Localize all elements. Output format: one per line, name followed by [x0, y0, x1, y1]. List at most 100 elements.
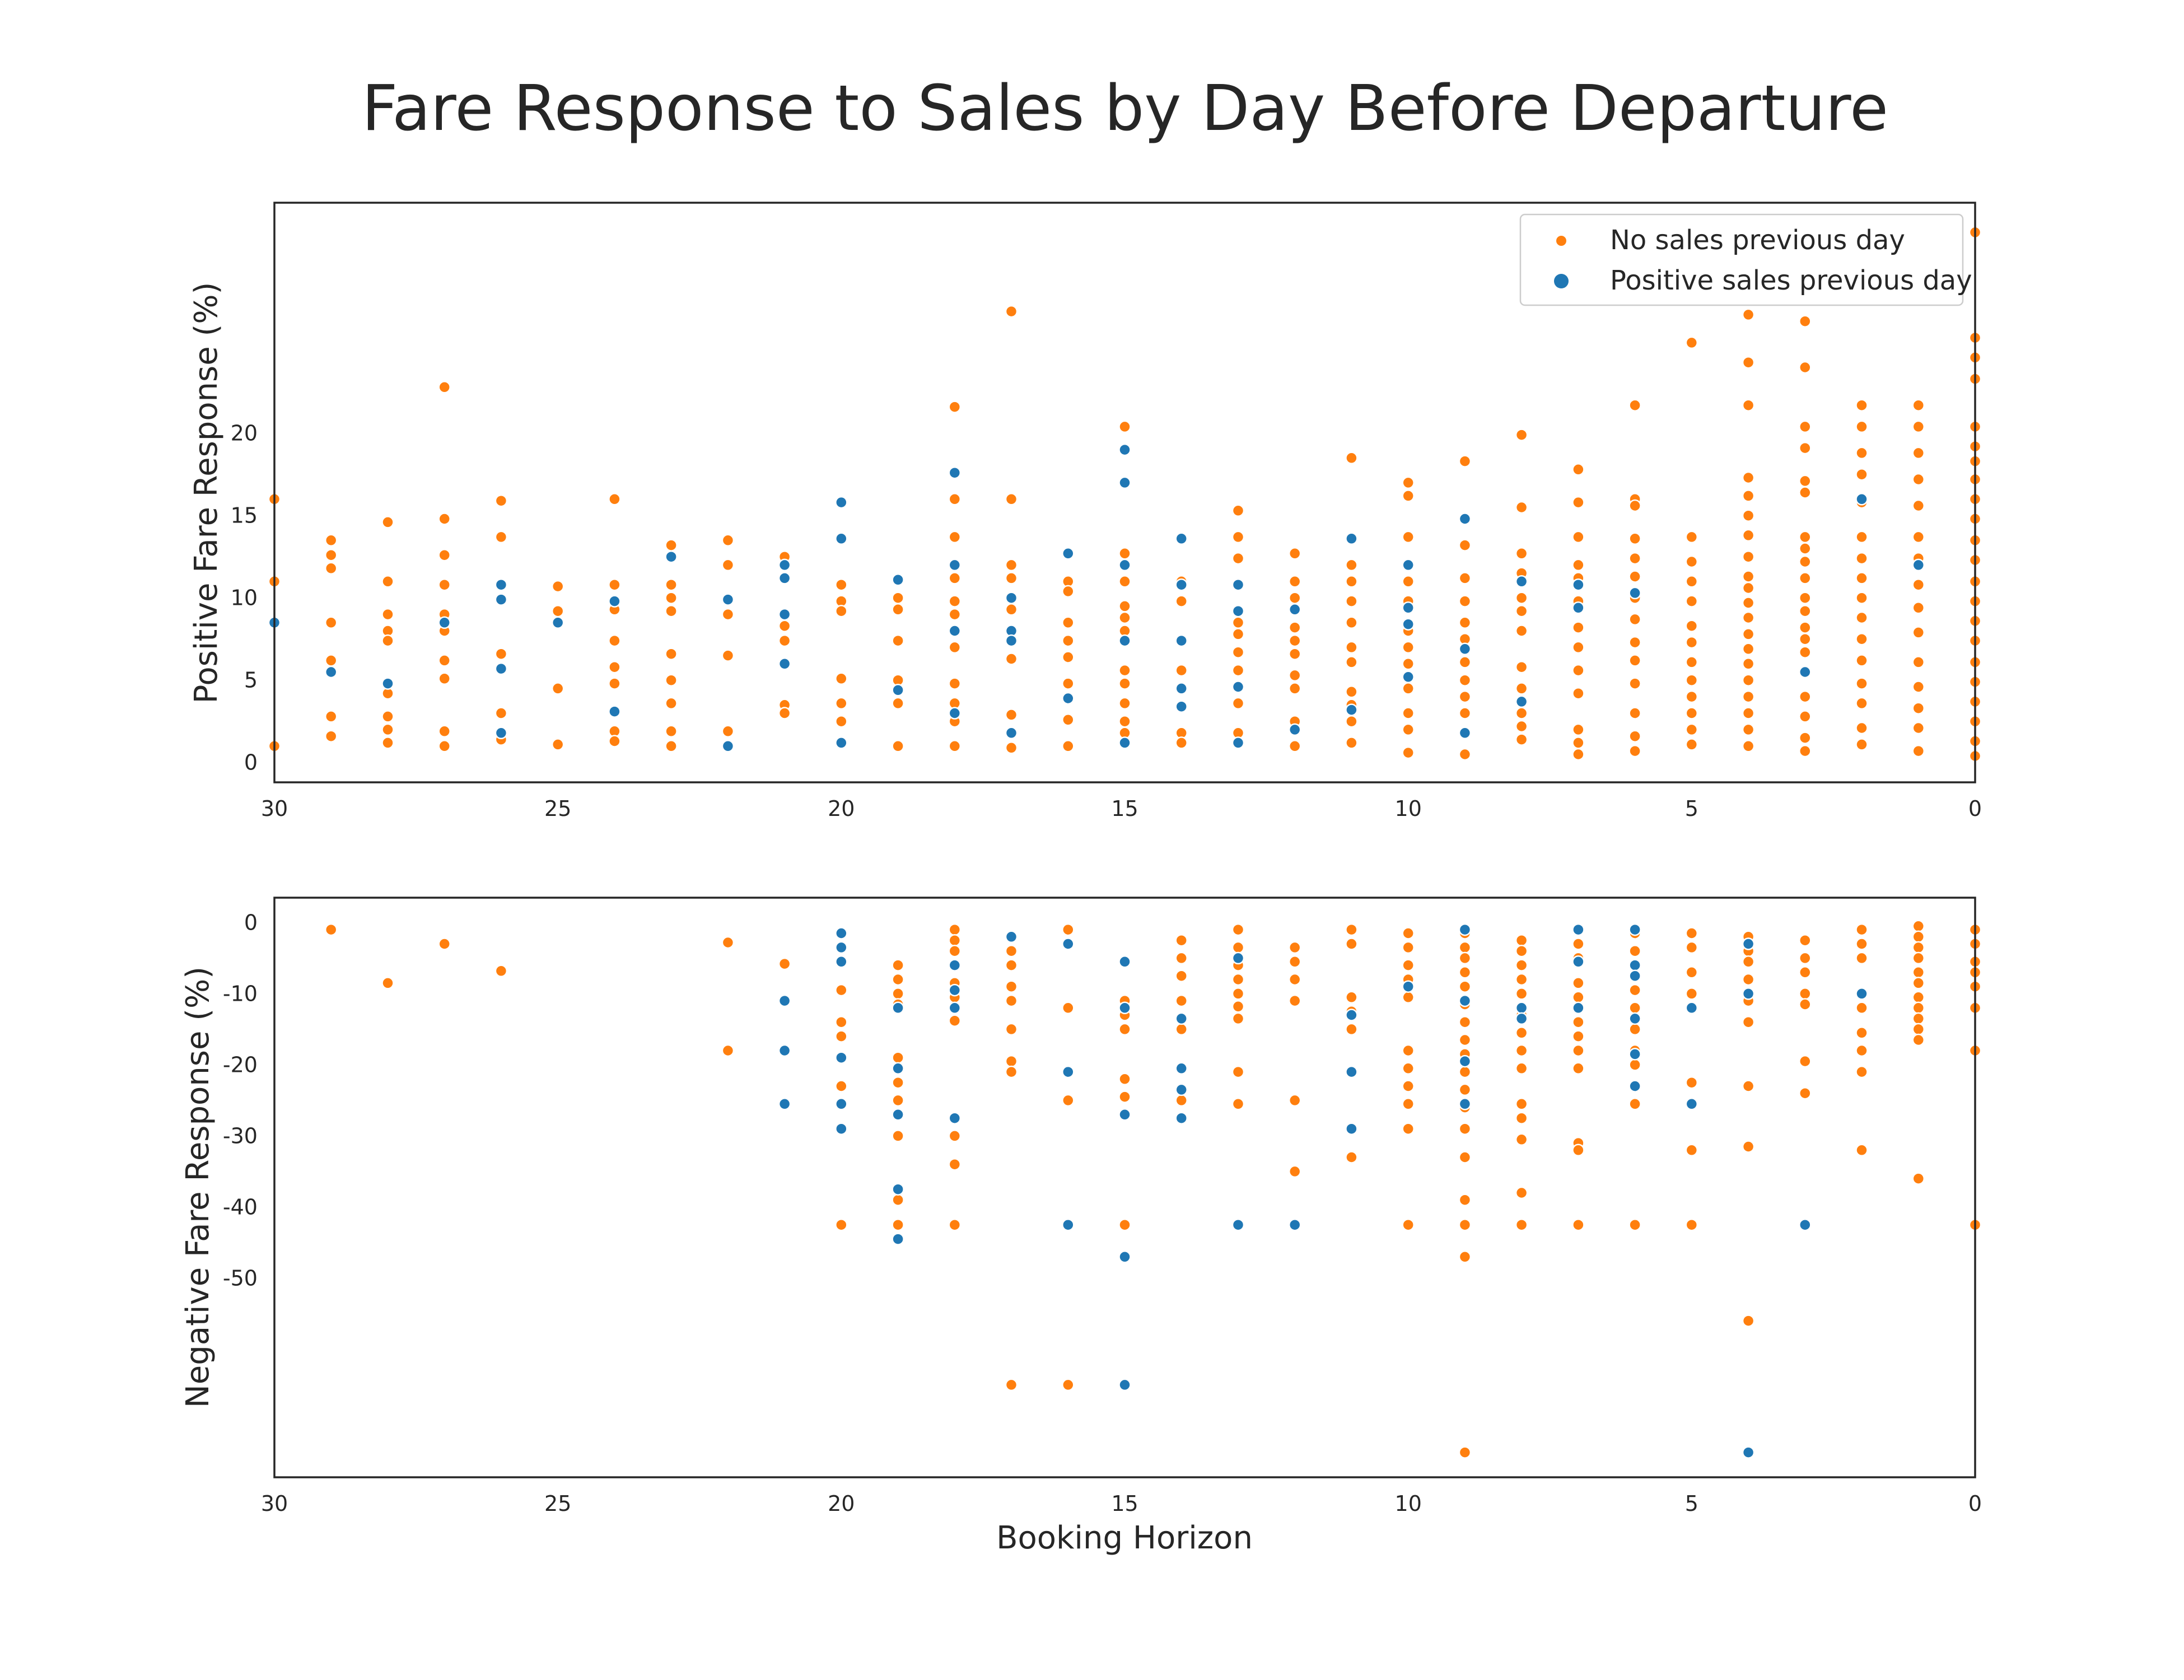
negative-point-positive-sales — [1231, 1218, 1245, 1231]
positive-point-no-sales — [1288, 634, 1301, 647]
negative-point-no-sales — [1458, 1015, 1472, 1029]
negative-point-no-sales — [1912, 977, 1925, 990]
positive-point-no-sales — [1345, 685, 1358, 698]
negative-point-no-sales — [1855, 951, 1868, 965]
positive-point-positive-sales — [835, 532, 848, 545]
negative-point-no-sales — [1742, 955, 1755, 968]
positive-point-no-sales — [1855, 420, 1868, 433]
negative-point-no-sales — [1345, 1023, 1358, 1036]
positive-point-no-sales — [1515, 624, 1528, 637]
negative-point-no-sales — [1515, 944, 1528, 958]
negative-point-positive-sales — [1175, 1062, 1188, 1075]
positive-point-positive-sales — [1572, 578, 1585, 591]
negative-point-no-sales — [1742, 1140, 1755, 1153]
negative-point-no-sales — [948, 1014, 962, 1027]
positive-point-no-sales — [1458, 616, 1472, 629]
negative-point-no-sales — [1402, 1080, 1415, 1093]
negative-point-no-sales — [1402, 991, 1415, 1004]
positive-point-no-sales — [1912, 744, 1925, 758]
positive-point-positive-sales — [494, 578, 508, 591]
positive-point-no-sales — [608, 677, 621, 690]
negative-point-no-sales — [1005, 944, 1018, 958]
positive-point-no-sales — [551, 682, 564, 695]
negative-point-positive-sales — [835, 955, 848, 968]
positive-point-no-sales — [1402, 682, 1415, 695]
positive-point-no-sales — [665, 578, 678, 591]
positive-point-no-sales — [665, 539, 678, 552]
negative-point-no-sales — [1005, 994, 1018, 1007]
negative-point-positive-sales — [1005, 930, 1018, 944]
positive-point-no-sales — [1742, 723, 1755, 736]
negative-y-tick-label: -30 — [223, 1123, 258, 1148]
positive-point-no-sales — [1005, 305, 1018, 318]
positive-point-no-sales — [1515, 682, 1528, 695]
negative-point-positive-sales — [1118, 955, 1131, 968]
positive-response-plot-frame — [273, 202, 1976, 783]
negative-point-positive-sales — [1628, 923, 1641, 936]
negative-point-no-sales — [1628, 1098, 1641, 1110]
positive-point-no-sales — [1458, 656, 1472, 669]
negative-point-no-sales — [1118, 1218, 1131, 1231]
positive-point-no-sales — [1231, 664, 1245, 677]
positive-point-positive-sales — [948, 558, 962, 572]
negative-point-no-sales — [494, 964, 508, 978]
positive-response-panel: 30 25 20 15 10 5 0 0 5 10 15 20 Positive Fare Resp… — [188, 202, 1982, 821]
legend: No sales previous day Positive sales pre… — [1519, 213, 1972, 306]
positive-point-no-sales — [1628, 552, 1641, 565]
positive-point-no-sales — [438, 578, 451, 591]
positive-point-no-sales — [1855, 468, 1868, 481]
positive-point-positive-sales — [892, 573, 904, 586]
positive-point-no-sales — [1799, 731, 1812, 744]
positive-point-no-sales — [1685, 336, 1698, 349]
positive-point-no-sales — [1628, 532, 1641, 545]
negative-point-positive-sales — [1742, 937, 1755, 950]
negative-x-tick-label: 30 — [261, 1491, 288, 1516]
negative-point-positive-sales — [948, 1112, 962, 1124]
negative-point-positive-sales — [1685, 1098, 1698, 1110]
positive-point-no-sales — [1912, 601, 1925, 614]
negative-point-positive-sales — [892, 1108, 904, 1121]
negative-point-no-sales — [1175, 934, 1188, 947]
positive-point-positive-sales — [1118, 558, 1131, 572]
negative-point-positive-sales — [1515, 1001, 1528, 1015]
negative-point-positive-sales — [1458, 994, 1472, 1007]
positive-point-positive-sales — [1175, 700, 1188, 713]
positive-point-no-sales — [438, 548, 451, 562]
positive-point-no-sales — [1685, 619, 1698, 632]
negative-point-no-sales — [1231, 1098, 1245, 1110]
positive-point-no-sales — [1231, 628, 1245, 641]
positive-point-no-sales — [1742, 690, 1755, 703]
negative-point-no-sales — [1799, 987, 1812, 1000]
negative-point-no-sales — [721, 936, 735, 949]
positive-point-no-sales — [1005, 708, 1018, 721]
negative-y-tick-label: -40 — [223, 1194, 258, 1219]
positive-point-positive-sales — [381, 677, 394, 690]
positive-point-no-sales — [1912, 578, 1925, 591]
negative-point-no-sales — [1118, 1072, 1131, 1086]
positive-point-positive-sales — [1231, 736, 1245, 749]
positive-point-positive-sales — [1628, 586, 1641, 600]
positive-point-no-sales — [1912, 702, 1925, 715]
positive-point-no-sales — [948, 740, 962, 753]
negative-point-positive-sales — [1572, 955, 1585, 968]
positive-point-no-sales — [892, 591, 904, 604]
negative-point-no-sales — [1742, 1015, 1755, 1029]
positive-point-no-sales — [1062, 740, 1075, 753]
positive-point-no-sales — [1572, 621, 1585, 634]
negative-point-positive-sales — [1288, 1218, 1301, 1231]
positive-point-no-sales — [1515, 733, 1528, 746]
positive-point-no-sales — [1005, 652, 1018, 665]
positive-point-no-sales — [1685, 738, 1698, 751]
negative-x-tick-label: 0 — [1968, 1491, 1982, 1516]
positive-point-positive-sales — [1005, 591, 1018, 604]
positive-y-tick-label: 0 — [244, 750, 258, 775]
positive-point-no-sales — [1572, 641, 1585, 654]
positive-point-no-sales — [1118, 697, 1131, 710]
negative-point-positive-sales — [1855, 987, 1868, 1000]
negative-point-no-sales — [1345, 1151, 1358, 1164]
positive-point-no-sales — [1288, 669, 1301, 682]
positive-point-no-sales — [438, 725, 451, 738]
positive-point-no-sales — [835, 604, 848, 618]
positive-point-no-sales — [1685, 656, 1698, 669]
positive-point-positive-sales — [494, 662, 508, 675]
